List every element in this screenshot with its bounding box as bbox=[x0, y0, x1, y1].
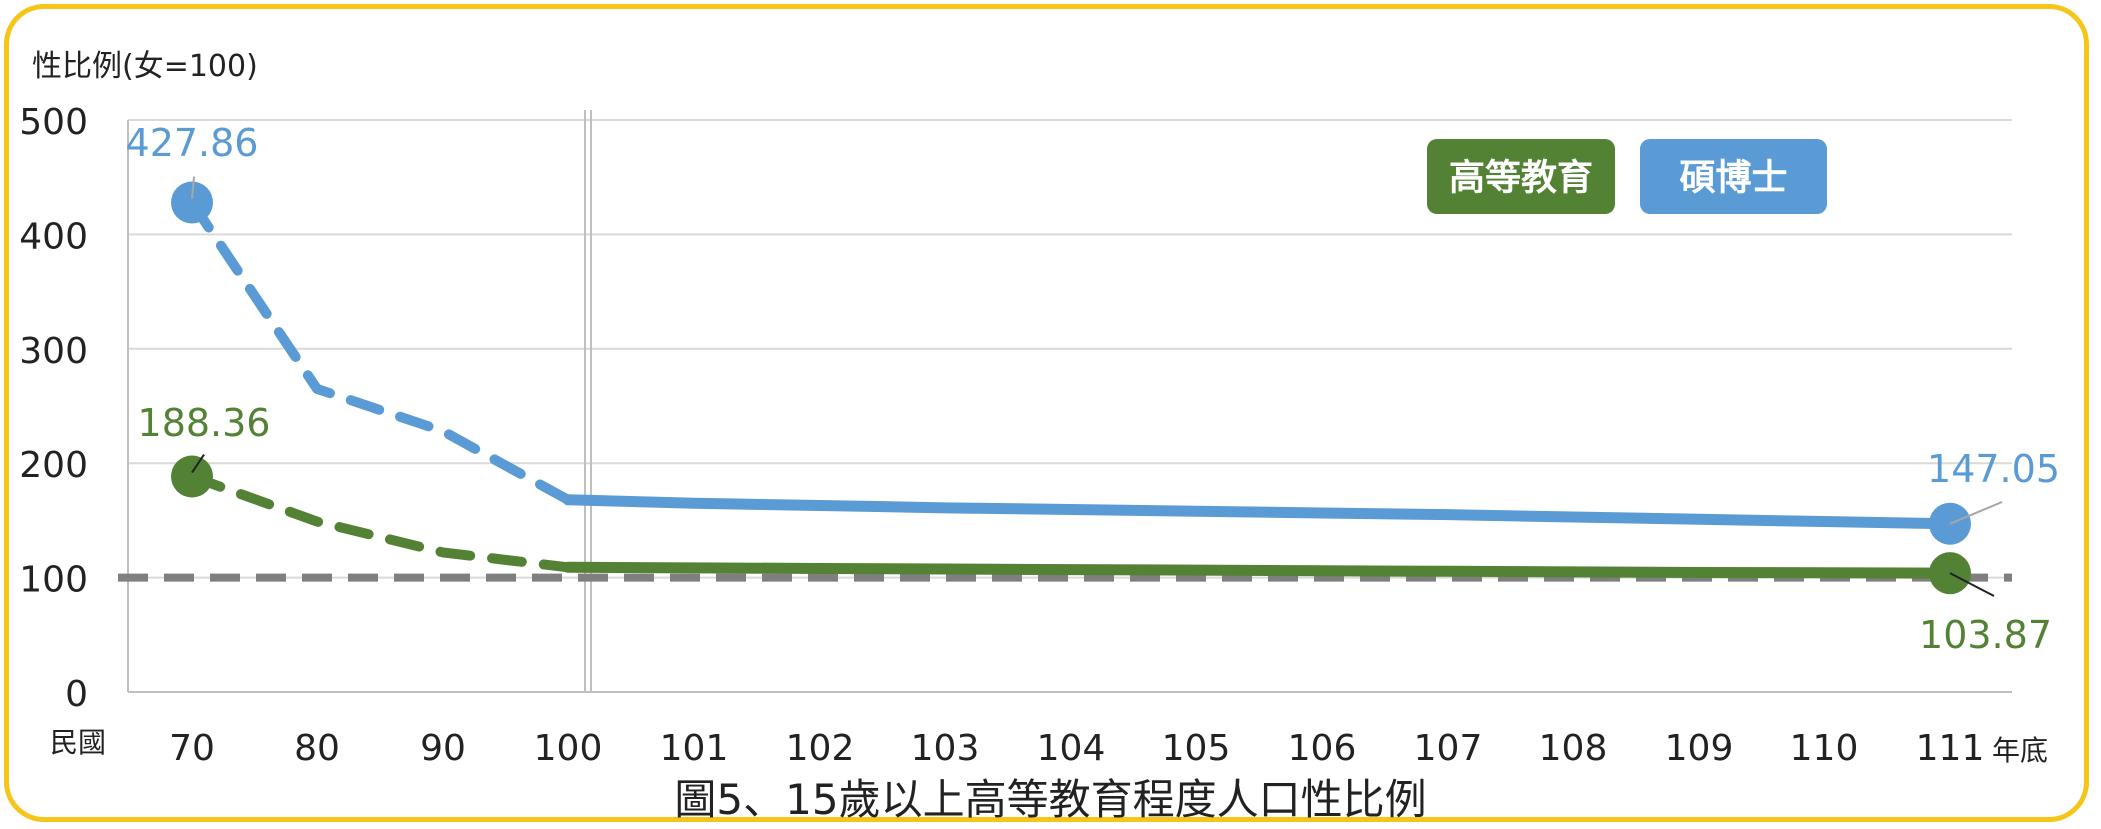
series-line-solid bbox=[562, 561, 1956, 579]
x-tick-label: 100 bbox=[534, 728, 603, 769]
y-tick-label: 100 bbox=[19, 560, 88, 601]
legend-item bbox=[1640, 139, 1827, 214]
legend-label: 高等教育 bbox=[1449, 158, 1593, 199]
chart-frame bbox=[4, 4, 2089, 822]
x-tick-label: 80 bbox=[294, 728, 340, 769]
series-layer bbox=[118, 181, 2012, 595]
x-tick-label: 110 bbox=[1790, 728, 1859, 769]
data-label: 147.05 bbox=[1927, 447, 2060, 491]
x-tick-label: 105 bbox=[1162, 728, 1231, 769]
x-tick-label: 104 bbox=[1037, 728, 1106, 769]
labels-layer: 427.86 188.36 147.05 103.87 bbox=[126, 121, 2060, 657]
x-axis-prefix: 民國 bbox=[50, 726, 106, 759]
x-tick-label: 70 bbox=[169, 728, 215, 769]
y-tick-label: 200 bbox=[19, 445, 88, 486]
x-tick-label: 102 bbox=[786, 728, 855, 769]
data-label: 427.86 bbox=[126, 121, 259, 165]
data-point-start bbox=[171, 181, 213, 224]
x-tick-label: 109 bbox=[1665, 728, 1734, 769]
x-tick-label: 90 bbox=[420, 728, 466, 769]
legend: 高等教育 碩博士 bbox=[1427, 139, 1827, 214]
leader-line bbox=[1949, 572, 1995, 597]
series-line-dashed bbox=[187, 471, 573, 573]
axes: 0 100 200 300 400 500 性比例(女=100) 70 80 90 100 101 10… bbox=[19, 49, 2048, 769]
y-tick-label: 300 bbox=[19, 331, 88, 372]
legend-label: 碩博士 bbox=[1679, 158, 1787, 199]
x-tick-label: 101 bbox=[660, 728, 729, 769]
x-tick-label: 103 bbox=[911, 728, 980, 769]
leader-line bbox=[191, 176, 195, 199]
x-tick-label: 111 bbox=[1916, 728, 1985, 769]
y-tick-label: 500 bbox=[19, 102, 88, 143]
series-line-solid bbox=[562, 494, 1956, 530]
x-tick-label: 108 bbox=[1539, 728, 1608, 769]
leader-line bbox=[191, 453, 205, 474]
chart-caption: 圖5、15歲以上高等教育程度人口性比例 bbox=[674, 775, 1427, 824]
data-point-start bbox=[171, 455, 213, 498]
legend-item bbox=[1427, 139, 1615, 214]
data-label: 188.36 bbox=[138, 401, 271, 445]
x-axis-suffix: 年底 bbox=[1992, 734, 2048, 767]
y-tick-label: 0 bbox=[65, 674, 88, 715]
data-label: 103.87 bbox=[1919, 613, 2052, 657]
series-line-dashed bbox=[187, 197, 573, 505]
y-axis-title: 性比例(女=100) bbox=[32, 49, 258, 84]
x-tick-label: 107 bbox=[1414, 728, 1483, 769]
leader-line bbox=[1949, 501, 2003, 525]
x-tick-label: 106 bbox=[1288, 728, 1357, 769]
y-tick-label: 400 bbox=[19, 216, 88, 257]
